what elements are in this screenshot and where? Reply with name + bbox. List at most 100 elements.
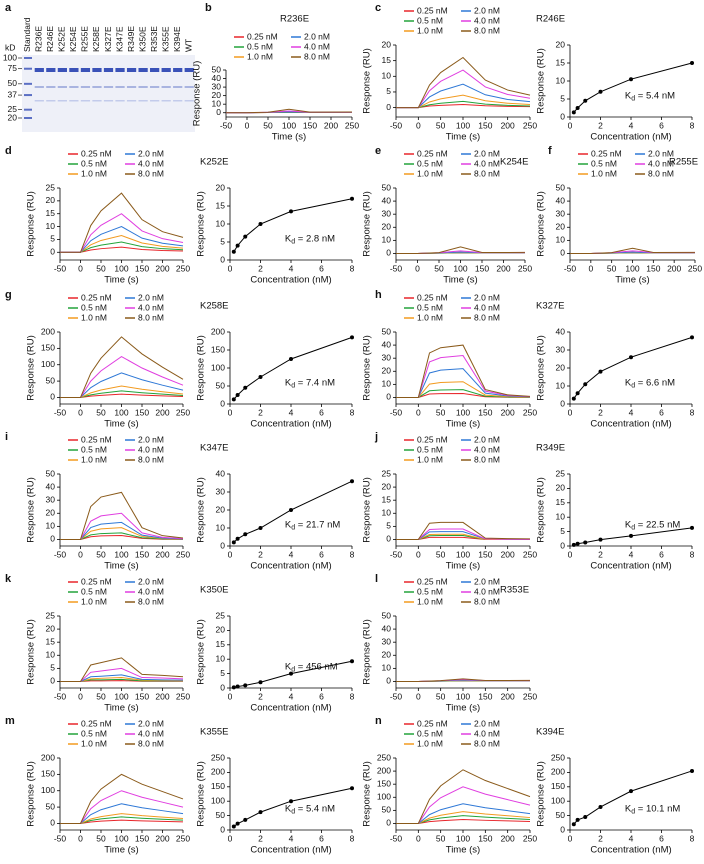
ladder-band [24, 117, 32, 119]
y-tick-label: 10 [556, 380, 566, 390]
panel-letter: f [548, 145, 552, 157]
gel-band [184, 100, 194, 102]
series-line [60, 491, 184, 540]
series-line [60, 674, 184, 682]
legend-label: 0.25 nM [417, 718, 448, 728]
y-tick-label: 30 [556, 208, 566, 218]
series-line [396, 368, 531, 398]
x-tick-label: 150 [303, 120, 317, 130]
y-axis-label: Response (RU) [536, 335, 547, 400]
x-tick-label: 0 [416, 407, 421, 417]
x-axis-label: Time (s) [443, 275, 477, 286]
y-tick-label: 20 [46, 195, 56, 205]
data-point [258, 680, 263, 685]
gel-band [115, 68, 125, 72]
x-tick-label: 6 [319, 691, 324, 701]
x-tick-label: 200 [155, 407, 169, 417]
series-line [60, 773, 184, 824]
data-point [231, 249, 236, 254]
series-line [60, 336, 184, 398]
x-tick-label: 8 [690, 407, 695, 417]
y-axis-label: Response (RU) [196, 619, 207, 684]
legend-label: 4.0 nM [474, 728, 500, 738]
legend-label: 1.0 nM [417, 596, 443, 606]
series-line [396, 521, 531, 540]
x-tick-label: 50 [263, 120, 273, 130]
y-tick-label: 0 [220, 824, 225, 834]
y-tick-label: 50 [46, 468, 56, 478]
kd-part: K [625, 803, 632, 814]
x-tick-label: 100 [456, 691, 470, 701]
x-axis-label: Concentration (nM) [250, 275, 331, 286]
y-axis-label: Response (RU) [362, 335, 373, 400]
gel-band [126, 100, 137, 102]
y-axis-label: Response (RU) [196, 477, 207, 542]
lane-label: K355E [160, 26, 170, 52]
y-tick-label: 150 [377, 778, 391, 788]
legend-label: 0.5 nM [591, 158, 617, 168]
x-tick-label: 4 [289, 407, 294, 417]
y-tick-label: 20 [556, 362, 566, 372]
x-tick-label: 2 [598, 833, 603, 843]
y-tick-label: 250 [211, 752, 225, 762]
kd-annotation: Kd = 22.5 nM [625, 519, 680, 532]
marker-label: 20 [8, 112, 18, 122]
data-point [235, 684, 240, 689]
chart-title: R353E [500, 585, 529, 596]
y-tick-label: 0 [216, 107, 221, 117]
kd-part: d [291, 525, 295, 532]
x-tick-label: 50 [434, 263, 444, 273]
series-line [396, 819, 531, 824]
x-tick-label: 250 [523, 691, 537, 701]
x-tick-label: 0 [228, 549, 233, 559]
x-tick-label: 50 [96, 407, 106, 417]
x-tick-label: 150 [135, 549, 149, 559]
ladder-band [24, 108, 32, 111]
y-tick-label: 150 [211, 781, 225, 791]
data-point [598, 369, 603, 374]
y-tick-label: 25 [46, 610, 56, 620]
y-tick-label: 0 [386, 534, 391, 544]
lane-label: WT [183, 39, 193, 52]
y-tick-label: 100 [211, 362, 225, 372]
data-point [235, 393, 240, 397]
lane-label: K254E [68, 26, 78, 52]
y-tick-label: 15 [382, 55, 392, 65]
data-point [583, 540, 588, 545]
legend-label: 8.0 nM [474, 454, 500, 464]
chart-title: K394E [536, 727, 565, 738]
series-line [60, 192, 184, 253]
series-line [396, 678, 531, 682]
kd-part: d [291, 383, 295, 390]
y-tick-label: 5 [50, 663, 55, 673]
x-tick-label: -50 [54, 263, 67, 273]
kd-part: = 21.7 nM [295, 519, 340, 530]
kd-annotation: Kd = 5.4 nM [625, 90, 675, 103]
x-tick-label: 0 [228, 407, 233, 417]
data-point [690, 61, 694, 65]
kd-part: = 456 nM [295, 661, 338, 672]
y-tick-label: 0 [560, 248, 565, 258]
y-tick-label: 10 [216, 653, 226, 663]
kd-part: K [285, 519, 292, 530]
y-tick-label: 100 [377, 792, 391, 802]
gel-band [184, 68, 194, 72]
x-tick-label: 200 [501, 833, 515, 843]
y-tick-label: 150 [551, 781, 565, 791]
x-tick-label: -50 [54, 407, 67, 417]
x-tick-label: 50 [436, 691, 446, 701]
data-point [690, 525, 694, 530]
x-tick-label: 200 [501, 120, 515, 130]
x-tick-label: 0 [416, 833, 421, 843]
lane-label: Standard [22, 17, 32, 52]
y-tick-label: 30 [382, 352, 392, 362]
data-point [289, 799, 293, 804]
data-point [289, 671, 293, 676]
y-tick-label: 10 [382, 379, 392, 389]
fit-line [233, 480, 353, 543]
panel-letter: i [5, 431, 8, 443]
data-point [289, 357, 293, 361]
x-axis-label: Time (s) [446, 561, 480, 572]
panel-letter: k [5, 573, 12, 585]
y-tick-label: 50 [556, 182, 566, 192]
